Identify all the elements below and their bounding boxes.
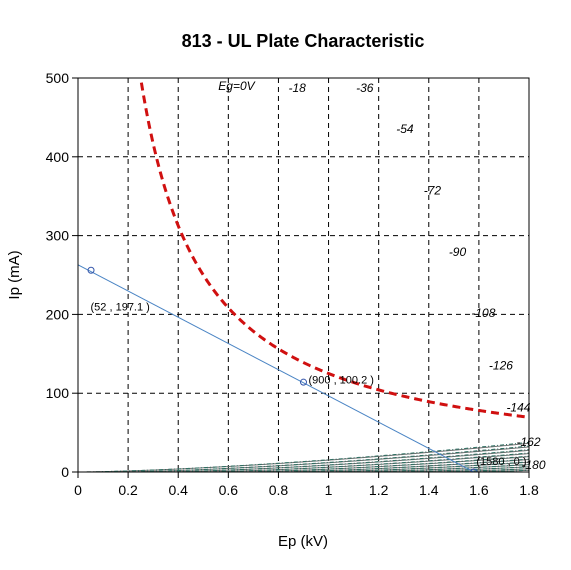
operating-point xyxy=(470,468,478,472)
measured-curve xyxy=(78,466,529,472)
x-tick-label: 1.8 xyxy=(519,482,539,498)
measured-curve xyxy=(78,461,529,472)
y-tick-label: 0 xyxy=(61,464,69,480)
y-tick-label: 100 xyxy=(46,385,70,401)
measured-curve xyxy=(78,449,529,472)
operating-point xyxy=(300,378,307,386)
load-line xyxy=(78,264,475,472)
y-axis-label: Ip (mA) xyxy=(6,250,23,299)
operating-point-label: (900 , 100.2 ) xyxy=(309,375,374,387)
plate-curves xyxy=(78,441,529,472)
grid-voltage-label: -180 xyxy=(521,458,545,472)
chart-title: 813 - UL Plate Characteristic xyxy=(182,31,425,51)
grid-voltage-label: -90 xyxy=(449,245,467,259)
grid-voltage-label: -144 xyxy=(506,400,530,414)
grid-voltage-label: -18 xyxy=(288,81,306,95)
grid xyxy=(78,78,529,472)
measured-curve xyxy=(78,455,529,472)
x-tick-label: 1 xyxy=(325,482,333,498)
operating-point xyxy=(87,266,95,274)
x-tick-label: 0.2 xyxy=(118,482,138,498)
measured-curve xyxy=(78,445,529,472)
y-tick-label: 200 xyxy=(46,306,70,322)
grid-voltage-label: -126 xyxy=(489,359,513,373)
x-tick-label: 1.2 xyxy=(369,482,389,498)
x-axis-label: Ep (kV) xyxy=(278,533,328,550)
operating-point-label: (52 , 197.1 ) xyxy=(91,301,150,313)
max-dissipation-curve xyxy=(139,78,529,419)
curve-labels: (52 , 197.1 ) (900 , 100.2 ) (1580 , 0 ) Eg… xyxy=(91,79,546,472)
model-curve xyxy=(78,442,529,472)
grid-voltage-label: -36 xyxy=(356,81,374,95)
x-tick-label: 1.4 xyxy=(419,482,439,498)
measured-curve xyxy=(78,441,529,472)
grid-voltage-label: Eg=0V xyxy=(218,79,255,93)
x-tick-label: 1.6 xyxy=(469,482,489,498)
overlays xyxy=(78,78,529,472)
y-tick-label: 500 xyxy=(46,70,70,86)
x-tick-label: 0.6 xyxy=(219,482,239,498)
grid-voltage-label: -72 xyxy=(424,184,442,198)
axis-ticks: 0 0.2 0.4 0.6 0.8 1 1.2 1.4 1.6 1.8 0 100 200 300 400 5… xyxy=(46,70,539,498)
x-tick-label: 0.8 xyxy=(269,482,289,498)
plot-frame xyxy=(77,77,530,473)
measured-curve xyxy=(78,463,529,472)
operating-point-label: (1580 , 0 ) xyxy=(476,456,526,468)
x-tick-label: 0.4 xyxy=(168,482,188,498)
measured-curve xyxy=(78,452,529,472)
x-tick-label: 0 xyxy=(74,482,82,498)
y-tick-label: 300 xyxy=(46,228,70,244)
y-tick-label: 400 xyxy=(46,149,70,165)
measured-curve xyxy=(78,458,529,472)
measured-curve xyxy=(78,468,529,472)
grid-voltage-label: -54 xyxy=(396,122,414,136)
grid-voltage-label: -108 xyxy=(471,306,495,320)
